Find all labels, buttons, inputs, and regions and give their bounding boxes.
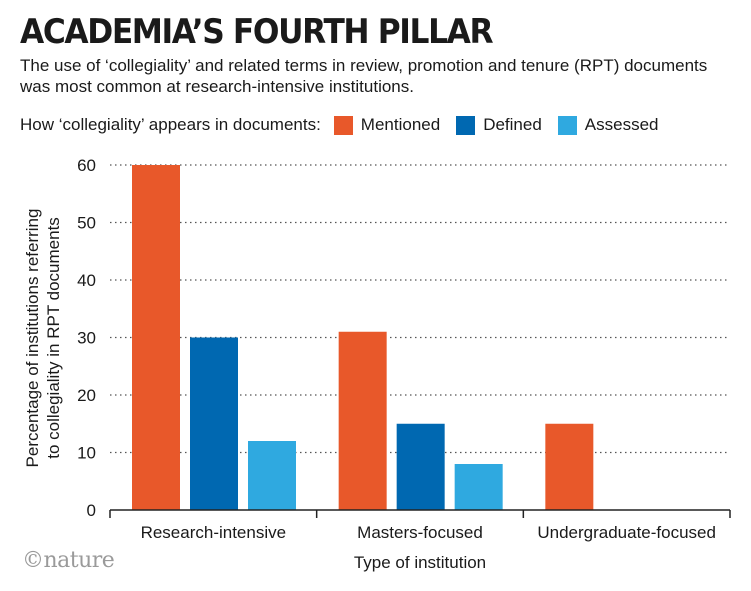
legend-label-assessed: Assessed — [584, 115, 659, 134]
bar-assessed-research-intensive — [248, 441, 296, 510]
chart-subtitle: The use of ‘collegiality’ and related te… — [20, 56, 708, 96]
y-tick-label-20: 20 — [77, 386, 96, 405]
legend-swatch-defined — [456, 115, 476, 135]
legend-label-mentioned: Mentioned — [360, 115, 441, 134]
legend-item-mentioned: Mentioned — [333, 115, 441, 135]
y-tick-label-40: 40 — [77, 271, 96, 290]
bar-defined-masters-focused — [396, 423, 445, 510]
y-tick-label-10: 10 — [77, 444, 96, 463]
x-tick-label-research-intensive: Research-intensive — [141, 523, 287, 542]
y-tick-label-50: 50 — [77, 214, 96, 233]
x-tick-label-masters-focused: Masters-focused — [357, 523, 483, 542]
nature-credit-logo: ©nature — [22, 548, 115, 573]
y-axis-title-line-1: Percentage of institutions referring — [23, 209, 42, 468]
y-tick-label-60: 60 — [77, 156, 96, 175]
legend-item-assessed: Assessed — [557, 115, 659, 135]
x-tick-label-undergraduate-focused: Undergraduate-focused — [537, 523, 716, 542]
bar-mentioned-research-intensive — [132, 165, 180, 510]
y-axis-title-line-2: to collegiality in RPT documents — [44, 217, 63, 459]
y-tick-label-30: 30 — [77, 329, 96, 348]
y-axis-title: Percentage of institutions referring to c… — [23, 209, 63, 468]
legend-swatch-mentioned — [333, 115, 353, 135]
bar-mentioned-masters-focused — [338, 331, 387, 510]
bar-assessed-masters-focused — [454, 464, 503, 510]
legend-item-defined: Defined — [456, 115, 542, 135]
y-tick-label-0: 0 — [87, 501, 96, 520]
legend-label-defined: Defined — [483, 115, 542, 134]
bar-defined-research-intensive — [190, 337, 238, 510]
chart-title: ACADEMIA’S FOURTH PILLAR — [20, 12, 494, 52]
x-axis-title: Type of institution — [354, 553, 486, 572]
bar-mentioned-undergraduate-focused — [545, 423, 594, 510]
legend-swatch-assessed — [557, 115, 577, 135]
legend: How ‘collegiality’ appears in documents:… — [20, 114, 675, 136]
legend-lead-text: How ‘collegiality’ appears in documents: — [20, 115, 321, 134]
